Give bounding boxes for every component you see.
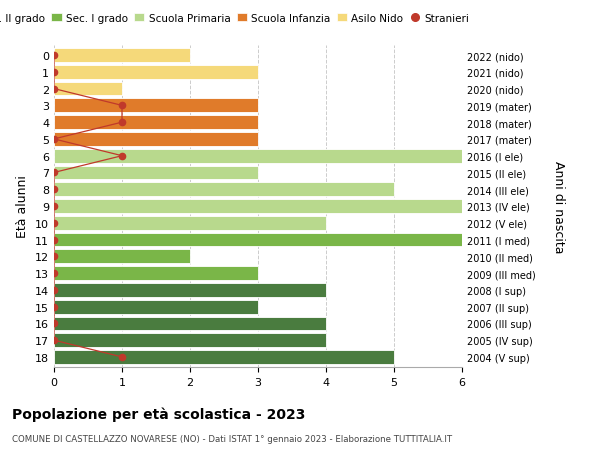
- Bar: [54, 49, 190, 63]
- Bar: [54, 283, 326, 297]
- Legend: Sec. II grado, Sec. I grado, Scuola Primaria, Scuola Infanzia, Asilo Nido, Stran: Sec. II grado, Sec. I grado, Scuola Prim…: [0, 9, 473, 28]
- Bar: [54, 250, 190, 263]
- Bar: [54, 99, 258, 113]
- Bar: [54, 200, 462, 213]
- Bar: [54, 334, 326, 347]
- Y-axis label: Anni di nascita: Anni di nascita: [552, 160, 565, 253]
- Bar: [54, 317, 326, 330]
- Text: Popolazione per età scolastica - 2023: Popolazione per età scolastica - 2023: [12, 406, 305, 421]
- Bar: [54, 183, 394, 196]
- Bar: [54, 217, 326, 230]
- Y-axis label: Età alunni: Età alunni: [16, 175, 29, 238]
- Bar: [54, 83, 122, 96]
- Bar: [54, 166, 258, 180]
- Text: COMUNE DI CASTELLAZZO NOVARESE (NO) - Dati ISTAT 1° gennaio 2023 - Elaborazione : COMUNE DI CASTELLAZZO NOVARESE (NO) - Da…: [12, 434, 452, 443]
- Bar: [54, 233, 462, 247]
- Bar: [54, 116, 258, 130]
- Bar: [54, 350, 394, 364]
- Bar: [54, 66, 258, 79]
- Bar: [54, 300, 258, 314]
- Bar: [54, 133, 258, 146]
- Bar: [54, 267, 258, 280]
- Bar: [54, 150, 462, 163]
